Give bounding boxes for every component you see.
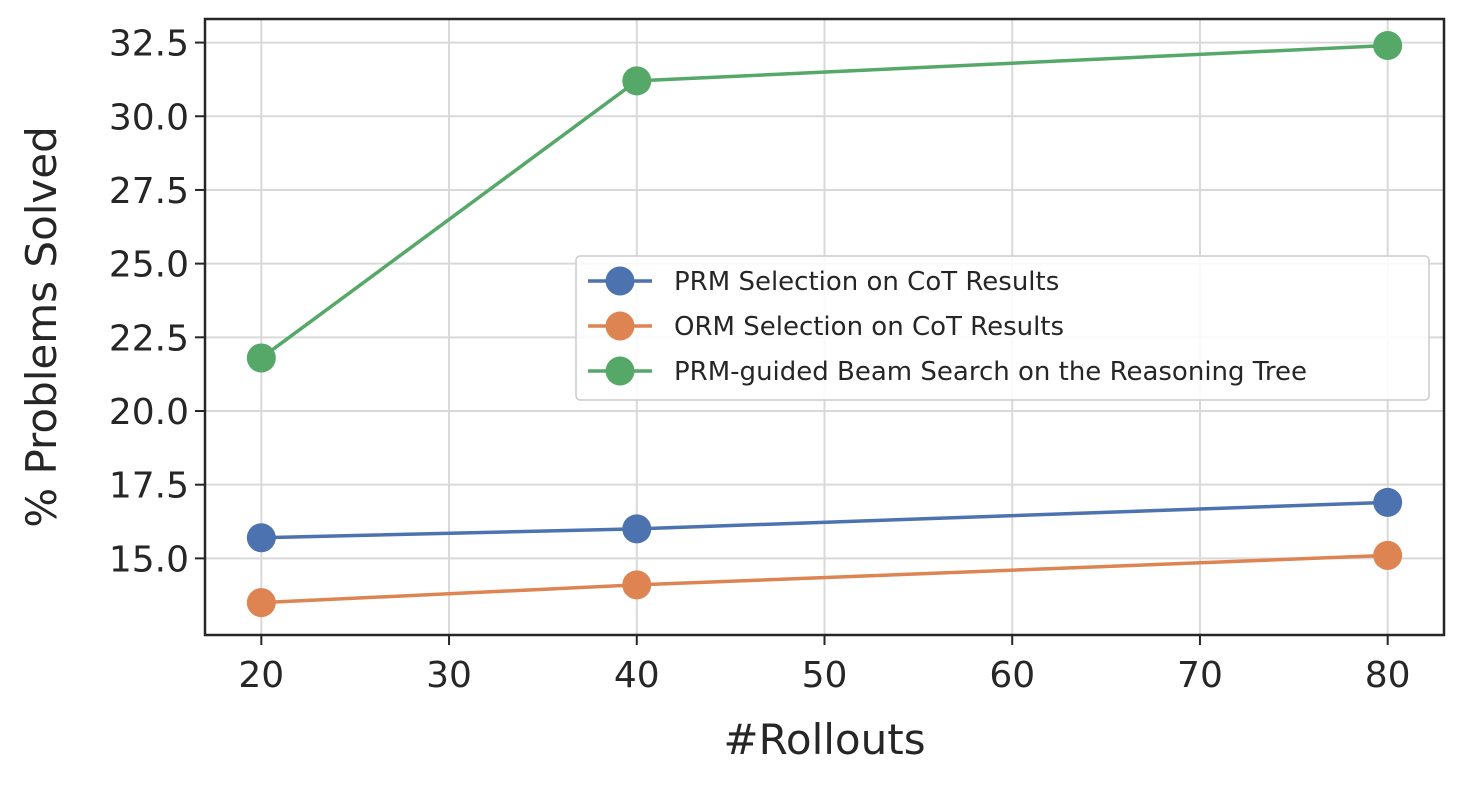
data-point — [622, 514, 652, 544]
legend-box — [575, 255, 1430, 401]
series-3 — [246, 31, 1403, 373]
x-tick-label: 60 — [989, 655, 1035, 696]
series-layer — [246, 31, 1403, 618]
x-axis-ticks: 20 30 40 50 60 70 80 — [238, 635, 1411, 696]
y-tick-label: 27.5 — [109, 171, 189, 212]
y-tick-label: 22.5 — [109, 318, 189, 359]
y-tick-label: 30.0 — [109, 97, 189, 138]
y-tick-label: 25.0 — [109, 245, 189, 286]
legend-item: PRM-guided Beam Search on the Reasoning … — [588, 356, 1307, 387]
data-point — [1373, 31, 1403, 61]
y-tick-label: 20.0 — [109, 392, 189, 433]
x-tick-label: 80 — [1365, 655, 1411, 696]
legend-label: ORM Selection on CoT Results — [674, 312, 1064, 342]
legend-marker — [605, 311, 635, 341]
legend-marker — [605, 266, 635, 296]
y-tick-label: 32.5 — [109, 24, 189, 65]
data-point — [1373, 487, 1403, 517]
x-tick-label: 20 — [238, 655, 284, 696]
x-tick-label: 30 — [426, 655, 472, 696]
x-tick-label: 40 — [614, 655, 660, 696]
y-tick-label: 17.5 — [109, 466, 189, 507]
legend-item: ORM Selection on CoT Results — [588, 311, 1064, 342]
y-tick-label: 15.0 — [109, 539, 189, 580]
legend: PRM Selection on CoT Results ORM Selectio… — [575, 255, 1430, 401]
y-axis-ticks: 15.0 17.5 20.0 22.5 25.0 27.5 30.0 32.5 — [109, 24, 205, 580]
y-axis-label: % Problems Solved — [17, 126, 66, 528]
data-point — [1373, 540, 1403, 570]
data-point — [246, 588, 276, 618]
legend-label: PRM-guided Beam Search on the Reasoning … — [674, 357, 1307, 387]
series-1 — [246, 487, 1403, 553]
data-point — [246, 343, 276, 373]
data-point — [622, 570, 652, 600]
x-axis-label: #Rollouts — [723, 715, 925, 764]
legend-item: PRM Selection on CoT Results — [588, 266, 1059, 297]
x-tick-label: 70 — [1177, 655, 1223, 696]
series-2 — [246, 540, 1403, 618]
x-tick-label: 50 — [802, 655, 848, 696]
data-point — [246, 523, 276, 553]
data-point — [622, 66, 652, 96]
legend-label: PRM Selection on CoT Results — [674, 267, 1059, 297]
legend-marker — [605, 356, 635, 386]
